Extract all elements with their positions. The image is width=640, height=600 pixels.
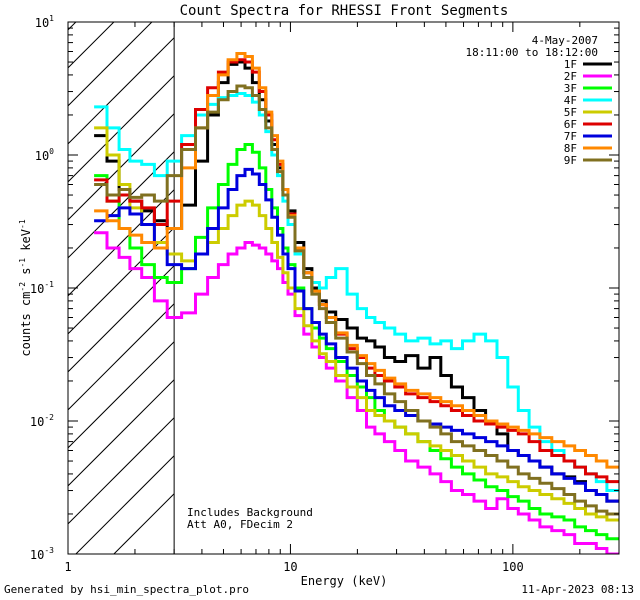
legend-label-9F: 9F [564, 154, 577, 167]
y-axis-label: counts cm-2 s-1 keV-1 [18, 219, 33, 356]
hatch-line [68, 22, 77, 31]
hatch-line [68, 341, 175, 449]
y-tick-label: 10-1 [30, 280, 54, 296]
x-tick-label: 100 [502, 560, 524, 574]
y-axis-label-sup2: -1 [18, 258, 27, 268]
legend-label-2F: 2F [564, 70, 577, 83]
legend-label-7F: 7F [564, 130, 577, 143]
legend-label-5F: 5F [564, 106, 577, 119]
y-axis-label-prefix: counts cm [19, 292, 33, 357]
hatched-region [68, 22, 175, 554]
y-axis-label-sup3: -1 [18, 219, 27, 229]
legend-label-1F: 1F [564, 58, 577, 71]
series-line-7F [94, 167, 619, 503]
y-tick-label: 101 [35, 14, 54, 30]
y-axis-label-sup1: -2 [18, 282, 27, 292]
hatch-line [68, 265, 175, 373]
y-axis-label-mid1: s [19, 268, 33, 282]
annotation-background: Includes Background [187, 506, 313, 519]
hatch-line [68, 151, 175, 259]
x-axis-label: Energy (keV) [301, 574, 388, 588]
x-tick-label: 10 [283, 560, 297, 574]
y-axis-label-mid2: keV [19, 229, 33, 258]
chart-time-range: 18:11:00 to 18:12:00 [466, 46, 598, 59]
hatch-line [68, 379, 175, 487]
hatch-line [68, 75, 175, 183]
hatch-line [68, 189, 175, 297]
hatch-line [75, 455, 175, 554]
hatch-line [68, 22, 153, 107]
annotation-attenuator: Att A0, FDecim 2 [187, 518, 293, 531]
hatch-line [68, 417, 175, 525]
legend-label-3F: 3F [564, 82, 577, 95]
hatch-line [68, 227, 175, 335]
y-tick-label: 100 [35, 147, 54, 163]
series-line-9F [94, 84, 619, 516]
hatch-line [68, 37, 175, 145]
hatch-line [68, 113, 175, 221]
footer-timestamp: 11-Apr-2023 08:13 [521, 583, 634, 596]
y-tick-label: 10-3 [30, 546, 54, 562]
y-tick-label: 10-2 [30, 413, 54, 429]
x-tick-label: 1 [64, 560, 71, 574]
legend-label-4F: 4F [564, 94, 577, 107]
chart-date: 4-May-2007 [532, 34, 598, 47]
hatch-line [113, 493, 175, 554]
hatch-line [68, 303, 175, 411]
hatch-line [68, 22, 115, 69]
plot-frame [67, 21, 620, 555]
legend-label-8F: 8F [564, 142, 577, 155]
legend-label-6F: 6F [564, 118, 577, 131]
chart-title: Count Spectra for RHESSI Front Segments [180, 3, 509, 19]
footer-generated-by: Generated by hsi_min_spectra_plot.pro [4, 583, 250, 596]
